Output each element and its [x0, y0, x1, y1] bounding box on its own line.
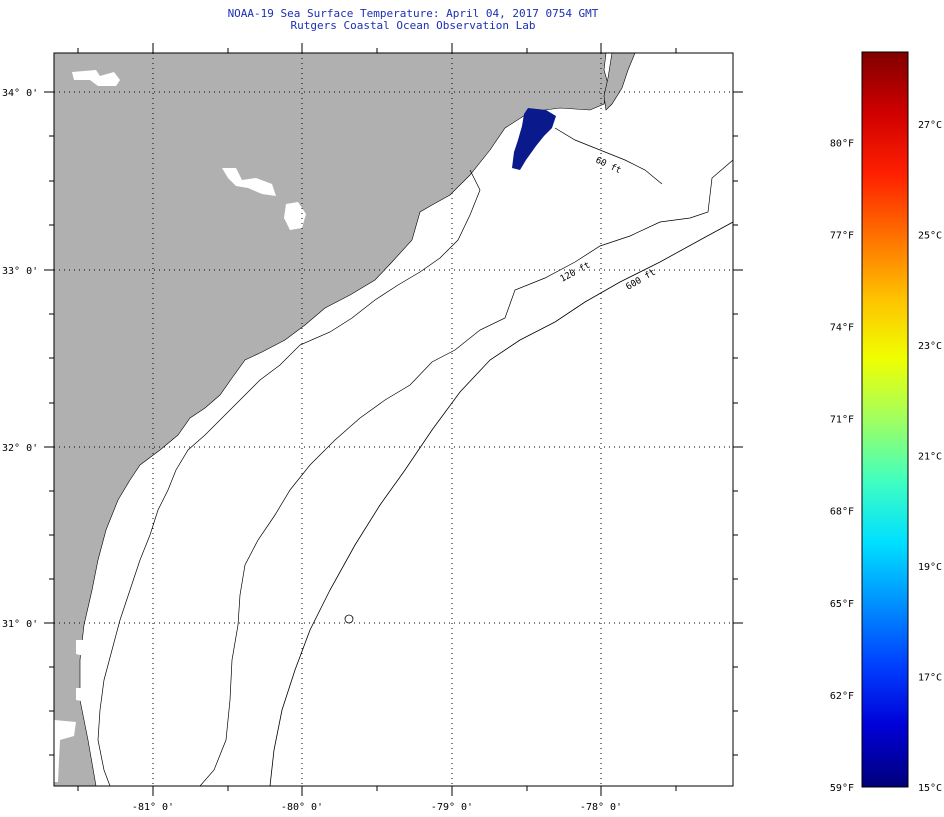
- colorbar-f-label: 71°F: [830, 415, 854, 426]
- colorbar-f-label: 68°F: [830, 507, 854, 518]
- axis-ticks: [44, 43, 743, 796]
- cloud-patch: [72, 70, 120, 86]
- colorbar-c-label: 27°C: [918, 120, 942, 131]
- lat-label: 31° 0': [2, 619, 38, 630]
- map-area: [54, 53, 733, 786]
- lat-label: 34° 0': [2, 88, 38, 99]
- lon-label: -78° 0': [580, 802, 622, 813]
- cloud-patch: [76, 640, 86, 656]
- colorbar-c-label: 19°C: [918, 562, 942, 573]
- colorbar-c-label: 17°C: [918, 672, 942, 683]
- colorbar-f-label: 77°F: [830, 230, 854, 241]
- colorbar-f-label: 62°F: [830, 691, 854, 702]
- lon-label: -79° 0': [431, 802, 473, 813]
- contour-60ft: [97, 169, 481, 786]
- colorbar-bar: [861, 51, 909, 788]
- lat-labels: 34° 0' 33° 0' 32° 0' 31° 0': [2, 88, 38, 630]
- map-title: NOAA-19 Sea Surface Temperature: April 0…: [227, 7, 599, 20]
- colorbar-fahrenheit-labels: 80°F 77°F 74°F 71°F 68°F 65°F 62°F 59°F: [830, 138, 854, 794]
- colorbar-f-label: 74°F: [830, 322, 854, 333]
- graticule: [54, 53, 733, 786]
- contour-600ft: [269, 221, 733, 786]
- colorbar-c-label: 23°C: [918, 341, 942, 352]
- map-subtitle: Rutgers Coastal Ocean Observation Lab: [290, 19, 536, 32]
- cloud-patch: [284, 202, 306, 230]
- lat-label: 32° 0': [2, 443, 38, 454]
- colorbar-f-label: 80°F: [830, 138, 854, 149]
- colorbar-f-label: 65°F: [830, 599, 854, 610]
- cloud-patch: [222, 168, 276, 196]
- lat-label: 33° 0': [2, 266, 38, 277]
- contour-120ft: [199, 159, 733, 786]
- cloud-patch: [54, 720, 76, 782]
- map-frame: [53, 52, 734, 787]
- cloud-patch: [76, 688, 86, 702]
- lon-labels: -81° 0' -80° 0' -79° 0' -78° 0': [132, 802, 622, 813]
- sst-cold-patch: [512, 108, 556, 170]
- colorbar-f-label: 59°F: [830, 783, 854, 794]
- contour-60ft-cape: [554, 127, 663, 185]
- colorbar-c-label: 25°C: [918, 230, 942, 241]
- colorbar: 80°F 77°F 74°F 71°F 68°F 65°F 62°F 59°F 27°C 25°…: [830, 51, 942, 794]
- colorbar-celsius-labels: 27°C 25°C 23°C 21°C 19°C 17°C 15°C: [918, 120, 942, 794]
- lon-label: -81° 0': [132, 802, 174, 813]
- colorbar-c-label: 15°C: [918, 783, 942, 794]
- lon-label: -80° 0': [281, 802, 323, 813]
- colorbar-c-label: 21°C: [918, 451, 942, 462]
- land-northeast: [603, 53, 636, 111]
